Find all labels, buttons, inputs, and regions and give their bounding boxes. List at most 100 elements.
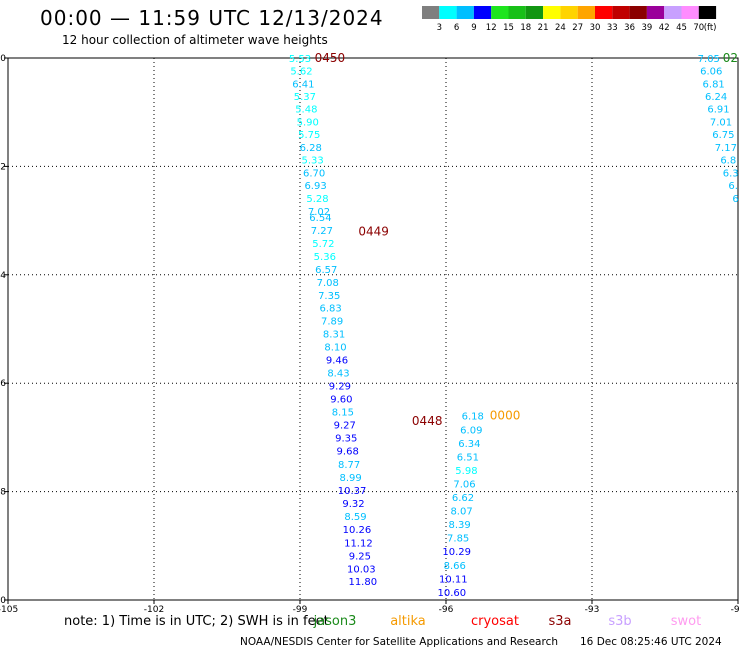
wave-height-point: 5.72	[312, 239, 334, 250]
footer-credit: NOAA/NESDIS Center for Satellite Applica…	[240, 636, 558, 648]
satellite-name: cryosat	[471, 614, 519, 629]
data-points: 5.535.62 6.41 5.375.48 5.90 5.75 6.285.33 6.70…	[289, 54, 739, 599]
wave-height-point: 5.37	[294, 92, 316, 103]
wave-height-point: 8.77	[338, 460, 360, 471]
legend-label: 70	[693, 23, 704, 33]
y-tick-label: -20	[0, 54, 6, 64]
plot-frame	[7, 57, 739, 601]
pass-labels: 0450 0449 0448 0000 02	[315, 51, 738, 428]
legend-label: 18	[520, 23, 531, 33]
wave-height-point: 10.37	[338, 486, 367, 497]
wave-height-point: 6.06	[700, 66, 722, 77]
wave-height-point: 6.75	[712, 130, 734, 141]
wave-height-point: 5.53	[289, 54, 311, 65]
wave-height-point: 8.43	[327, 368, 349, 379]
legend-swatch	[595, 6, 613, 19]
legend-swatch	[560, 6, 578, 19]
wave-height-point: 9.29	[329, 381, 351, 392]
satellite-name: altika	[390, 614, 426, 629]
satellite-name: swot	[671, 614, 701, 629]
wave-height-point: 6.34	[458, 439, 480, 450]
wave-height-point: 7.17	[715, 143, 737, 154]
wave-height-point: 5.36	[314, 252, 336, 263]
wave-height-point: 7.06	[453, 479, 475, 490]
legend-swatch	[508, 6, 526, 19]
wave-height-point: 6.81	[703, 79, 725, 90]
wave-height-point: 8.59	[344, 512, 366, 523]
legend-label: 42	[659, 23, 670, 33]
color-legend: 3 6 9 12 15 18 21 24 27 30 33 36 39 42 45 70 (ft)	[422, 6, 717, 33]
legend-swatch	[664, 6, 682, 19]
wave-height-point: 8.39	[448, 520, 470, 531]
wave-height-point: 6.62	[452, 493, 474, 504]
legend-swatch	[525, 6, 544, 19]
y-tick-label: -26	[0, 379, 6, 389]
wave-height-point: 6.41	[292, 79, 314, 90]
wave-height-point: 8.15	[332, 407, 354, 418]
pass-time-label: 0450	[315, 51, 346, 65]
wave-height-point: 8.66	[444, 561, 466, 572]
wave-height-point: 7.02	[308, 207, 330, 218]
wave-height-point: 7.35	[318, 291, 340, 302]
footer-timestamp: 16 Dec 08:25:46 UTC 2024	[580, 636, 722, 648]
x-tick-label: -99	[293, 605, 308, 615]
legend-swatch	[456, 6, 474, 19]
wave-height-point: 8.10	[324, 342, 346, 353]
x-tick-label: -105	[0, 605, 18, 615]
legend-unit: (ft)	[704, 23, 717, 33]
grid-lines	[8, 58, 738, 600]
legend-swatch	[422, 6, 440, 19]
wave-height-point: 6.	[728, 181, 738, 192]
legend-label: 36	[624, 23, 635, 33]
wave-height-point: 7.08	[317, 278, 339, 289]
pass-time-label: 0448	[412, 414, 443, 428]
wave-height-point: 9.27	[334, 420, 356, 431]
legend-swatch	[681, 6, 699, 19]
wave-height-point: 8.31	[323, 329, 345, 340]
satellite-name: s3a	[548, 614, 571, 629]
wave-height-point: 6	[732, 194, 738, 205]
y-tick-label: -22	[0, 162, 6, 172]
pass-time-label: 02	[723, 51, 738, 65]
legend-label: 21	[538, 23, 549, 33]
legend-swatch	[473, 6, 492, 19]
legend-label: 30	[590, 23, 601, 33]
wave-height-point: 6.70	[303, 168, 325, 179]
satellite-name: jason3	[313, 614, 357, 629]
wave-height-point: 8.99	[339, 473, 361, 484]
chart-subtitle: 12 hour collection of altimeter wave hei…	[62, 33, 328, 47]
wave-height-point: 5.98	[455, 466, 477, 477]
wave-height-point: 6.54	[309, 213, 331, 224]
legend-swatch	[698, 6, 717, 19]
legend-label: 12	[486, 23, 497, 33]
wave-height-point: 7.27	[311, 226, 333, 237]
wave-height-point: 9.60	[330, 394, 352, 405]
wave-height-point: 9.25	[349, 552, 371, 563]
wave-height-point: 6.91	[707, 104, 729, 115]
x-axis-ticks: -105 -102 -99 -96 -93 -90	[0, 600, 740, 615]
wave-height-point: 10.26	[343, 525, 372, 536]
y-axis-ticks: -20 -22 -24 -26 -28 -30	[0, 54, 8, 606]
wave-height-point: 5.33	[302, 155, 324, 166]
legend-swatch	[577, 6, 595, 19]
legend-label: 15	[503, 23, 514, 33]
wave-height-point: 5.62	[290, 66, 312, 77]
wave-height-point: 6.93	[304, 181, 326, 192]
x-tick-label: -102	[144, 605, 164, 615]
wave-height-point: 11.12	[344, 539, 373, 550]
wave-height-point: 6.24	[705, 92, 727, 103]
wave-height-point: 7.01	[710, 117, 732, 128]
legend-label: 33	[607, 23, 618, 33]
wave-height-point: 5.28	[306, 194, 328, 205]
wave-height-point: 10.29	[442, 547, 471, 558]
wave-height-point: 6.3	[723, 168, 739, 179]
wave-height-point: 10.11	[439, 574, 468, 585]
wave-height-point: 5.48	[295, 104, 317, 115]
x-tick-label: -93	[585, 605, 600, 615]
wave-height-point: 5.90	[297, 117, 319, 128]
wave-height-point: 6.28	[300, 143, 322, 154]
x-tick-label: -90	[731, 605, 740, 615]
wave-height-point: 6.51	[457, 452, 479, 463]
wave-height-point: 6.18	[462, 412, 484, 423]
